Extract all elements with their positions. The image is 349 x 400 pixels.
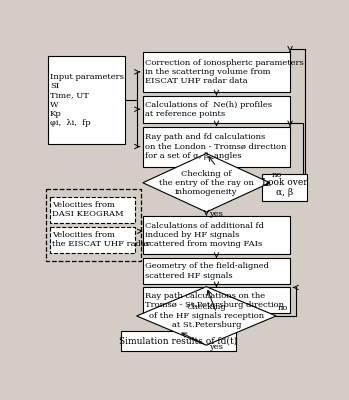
FancyBboxPatch shape (143, 288, 290, 313)
FancyBboxPatch shape (143, 258, 290, 284)
Text: Look over
α, β: Look over α, β (262, 178, 307, 197)
FancyBboxPatch shape (143, 96, 290, 123)
FancyBboxPatch shape (143, 52, 290, 92)
FancyBboxPatch shape (143, 126, 290, 166)
Text: no: no (272, 170, 282, 178)
Text: Ray path calculations on the
Tromsø - St.Petersburg direction: Ray path calculations on the Tromsø - St… (145, 292, 284, 309)
Text: yes: yes (209, 210, 223, 218)
Text: Simulation results of fd(t): Simulation results of fd(t) (119, 336, 238, 346)
FancyBboxPatch shape (121, 331, 236, 351)
Text: Velocities from
DASI KEOGRAM: Velocities from DASI KEOGRAM (52, 201, 124, 218)
Polygon shape (136, 287, 276, 345)
Text: Checking
of the HF signals reception
at St.Petersburg: Checking of the HF signals reception at … (149, 303, 264, 329)
FancyBboxPatch shape (50, 227, 135, 253)
Text: no: no (278, 304, 288, 312)
FancyBboxPatch shape (47, 56, 125, 144)
FancyBboxPatch shape (143, 216, 290, 254)
Text: Geometry of the field-aligned
scattered HF signals: Geometry of the field-aligned scattered … (145, 262, 269, 280)
FancyBboxPatch shape (262, 174, 307, 201)
Text: yes: yes (209, 343, 223, 351)
Text: Input parameters:
SI
Time, UT
W
Kp
φi,  λi,  fp: Input parameters: SI Time, UT W Kp φi, λ… (50, 73, 127, 127)
Text: Checking of
the entry of the ray on
inhomogeneity: Checking of the entry of the ray on inho… (159, 170, 254, 196)
Text: Velocities from
the EISCAT UHF radar: Velocities from the EISCAT UHF radar (52, 231, 150, 248)
FancyBboxPatch shape (50, 197, 135, 223)
Text: Calculations of  Ne(h) profiles
at reference points: Calculations of Ne(h) profiles at refere… (145, 101, 272, 118)
Polygon shape (143, 154, 270, 212)
Text: Correction of ionospheric parameters
in the scattering volume from
EISCAT UHF ra: Correction of ionospheric parameters in … (145, 59, 304, 85)
Text: Calculations of additional fd
induced by HF signals
scattered from moving FAIs: Calculations of additional fd induced by… (145, 222, 264, 248)
Text: Ray path and fd calculations
on the London - Tromsø direction
for a set of α, β : Ray path and fd calculations on the Lond… (145, 133, 287, 160)
